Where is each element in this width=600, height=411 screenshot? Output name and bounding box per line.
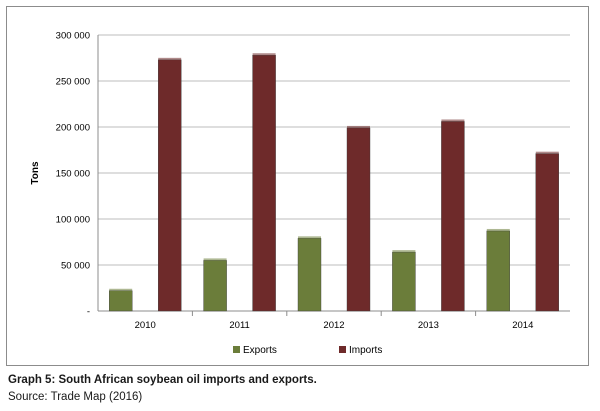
x-tick-label: 2010	[135, 320, 156, 331]
bar-top-imports-2011	[252, 53, 276, 56]
bar-imports-2011	[252, 55, 276, 312]
bar-top-exports-2012	[298, 236, 321, 239]
y-tick-label: 50 000	[61, 261, 90, 272]
x-tick-label: 2014	[512, 320, 533, 331]
chart-source: Source: Trade Map (2016)	[8, 391, 143, 403]
chart-caption: Graph 5: South African soybean oil impor…	[8, 374, 317, 386]
y-tick-label: -	[87, 307, 90, 318]
legend-label-imports: Imports	[349, 345, 382, 356]
bar-exports-2014	[486, 230, 510, 312]
bar-top-imports-2014	[535, 151, 559, 154]
bar-top-exports-2011	[203, 258, 227, 261]
bar-imports-2010	[157, 59, 182, 312]
bar-top-exports-2010	[109, 288, 133, 291]
legend-swatch-imports	[339, 346, 346, 353]
y-tick-label: 250 000	[56, 77, 90, 88]
legend-label-exports: Exports	[243, 345, 277, 356]
bar-exports-2013	[392, 251, 416, 312]
bar-exports-2012	[297, 238, 322, 312]
y-axis-label: Tons	[30, 161, 41, 185]
bar-top-exports-2013	[392, 250, 416, 253]
bar-exports-2011	[203, 260, 227, 312]
bar-top-imports-2010	[158, 57, 182, 60]
y-tick-label: 100 000	[56, 215, 90, 226]
bar-imports-2013	[441, 121, 465, 312]
x-tick-label: 2011	[229, 320, 249, 331]
x-tick-label: 2013	[418, 320, 439, 331]
legend-swatch-exports	[233, 346, 240, 353]
bar-chart: - 50 000 100 000 150 000 200 000 250 000 300 0…	[30, 31, 570, 356]
bar-top-imports-2012	[347, 125, 370, 128]
y-tick-label: 200 000	[56, 123, 90, 134]
y-tick-label: 300 000	[56, 31, 90, 42]
x-tick-label: 2012	[323, 320, 344, 331]
bar-imports-2012	[346, 127, 371, 312]
bar-imports-2014	[535, 153, 559, 312]
bar-top-imports-2013	[441, 119, 465, 122]
bar-top-exports-2014	[486, 228, 510, 231]
y-tick-label: 150 000	[56, 169, 90, 180]
bar-exports-2010	[108, 290, 133, 312]
